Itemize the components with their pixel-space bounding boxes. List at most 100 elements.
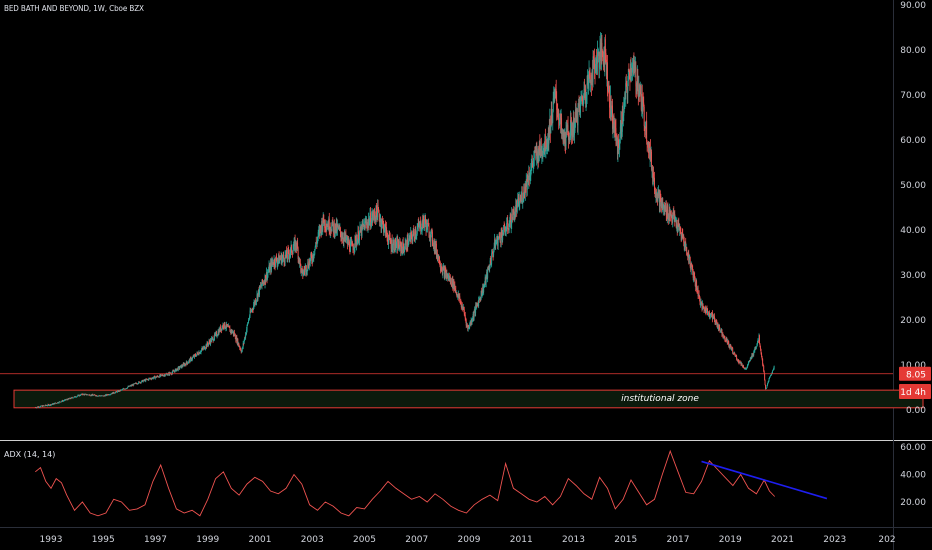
candle-body [335, 223, 337, 232]
candle-body [357, 239, 358, 245]
candle-body [367, 225, 368, 228]
candle-body [722, 335, 724, 338]
candle-body [758, 340, 759, 342]
candle-body [584, 88, 586, 99]
candle-body [58, 402, 60, 404]
candle-body [539, 150, 541, 155]
candle-body [125, 388, 127, 389]
candle-body [697, 287, 699, 297]
candle-body [753, 351, 755, 352]
candle-body [76, 396, 78, 397]
candle-body [648, 147, 650, 151]
candle-body [704, 307, 706, 311]
candle-body [154, 377, 156, 379]
candle-body [303, 269, 305, 274]
candle-body [528, 173, 530, 184]
candle-body [197, 353, 199, 355]
candle-body [236, 339, 238, 343]
candle-body [712, 316, 714, 320]
candle-body [478, 299, 480, 306]
candle-body [182, 366, 184, 367]
candle-body [641, 93, 643, 110]
candle-body [625, 83, 627, 84]
candle-body [94, 395, 96, 396]
candle-body [382, 220, 384, 222]
candle-body [770, 375, 771, 377]
candle-body [605, 59, 607, 76]
candle-body [733, 352, 735, 354]
candle-body [188, 360, 190, 363]
candle-body [102, 395, 104, 397]
candle-body [52, 403, 54, 405]
candle-body [100, 395, 102, 397]
candle-body [191, 357, 193, 360]
candle-body [557, 113, 559, 115]
candle-body [368, 219, 370, 226]
candle-body [603, 49, 605, 65]
candle-body [469, 324, 471, 328]
candle-body [571, 128, 573, 136]
candle-body [154, 376, 156, 379]
candle-body [590, 79, 591, 82]
candle-body [37, 406, 39, 408]
candle-body [333, 223, 335, 232]
candle-body [38, 406, 40, 408]
candle-body [769, 376, 771, 378]
candle-body [500, 241, 502, 243]
candle-body [446, 273, 448, 278]
candle-body [392, 243, 394, 250]
candle-body [216, 332, 218, 337]
candle-body [541, 154, 543, 155]
candle-body [82, 394, 84, 396]
candle-body [625, 83, 627, 100]
candle-body [766, 387, 767, 389]
candle-body [758, 335, 760, 341]
candle-body [284, 262, 286, 264]
candle-body [231, 330, 233, 333]
candle-body [581, 96, 582, 100]
candle-body [507, 229, 509, 230]
candle-body [136, 383, 138, 385]
candle-body [65, 399, 67, 401]
candle-body [98, 395, 100, 397]
candle-body [224, 322, 226, 328]
candle-body [38, 407, 40, 408]
candle-body [111, 393, 113, 395]
candle-body [380, 218, 382, 228]
candle-body [339, 227, 341, 229]
candle-body [577, 106, 579, 126]
candle-body [632, 59, 634, 65]
candle-body [235, 337, 237, 341]
candle-body [199, 352, 201, 354]
candle-body [621, 108, 623, 132]
candle-body [399, 240, 401, 244]
candle-body [221, 326, 223, 331]
candle-body [225, 328, 227, 329]
candle-body [696, 281, 698, 291]
candle-body [120, 389, 122, 391]
candle-body [465, 318, 467, 321]
time-axis-tick-label: 2015 [614, 535, 637, 545]
candle-body [177, 366, 179, 371]
candle-body [548, 126, 550, 145]
countdown-badge-label: 1d 4h [900, 388, 926, 398]
candle-body [463, 307, 465, 310]
candle-body [506, 220, 508, 224]
candle-body [227, 325, 229, 327]
candle-body [341, 237, 343, 239]
candle-body [740, 362, 742, 366]
candle-body [328, 218, 330, 229]
candle-body [562, 129, 564, 131]
candle-body [752, 354, 754, 356]
candle-body [117, 390, 119, 392]
candle-body [614, 128, 615, 133]
candle-body [359, 227, 361, 233]
candle-body [677, 227, 679, 231]
candle-body [527, 175, 529, 182]
candle-body [725, 338, 727, 342]
candle-body [701, 302, 702, 303]
candle-body [40, 405, 42, 407]
candle-body [97, 395, 99, 397]
candle-body [656, 194, 658, 196]
candle-body [91, 394, 93, 396]
